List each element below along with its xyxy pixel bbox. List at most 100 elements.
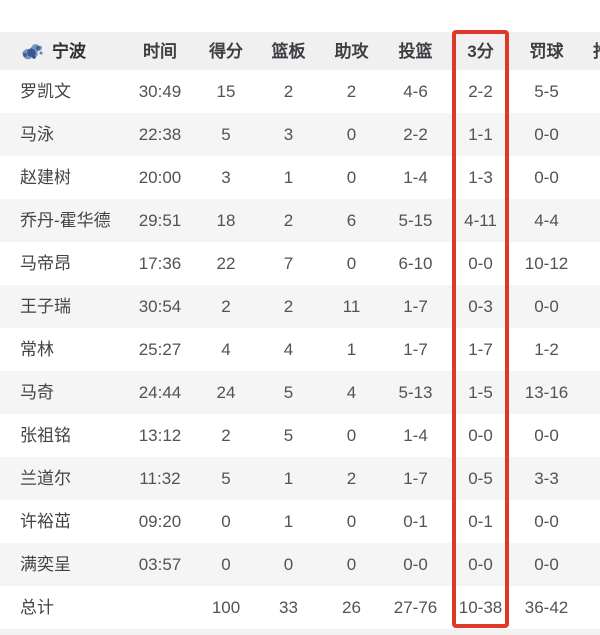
table-body: 罗凯文 30:49 15 2 2 4-6 2-2 5-5 马泳 22:38 5 … [0, 70, 600, 629]
time-cell: 11:32 [139, 469, 181, 488]
rebounds-cell: 1 [283, 512, 294, 531]
time-cell: 03:57 [138, 555, 182, 574]
three-pointers-cell: 1-1 [468, 125, 493, 144]
player-name-cell: 马泳 [0, 126, 125, 143]
table-row: 王子瑞 30:54 2 2 11 1-7 0-3 0-0 [0, 285, 600, 328]
table-row: 张祖铭 13:12 2 5 0 1-4 0-0 0-0 [0, 414, 600, 457]
col-header-time: 时间 [143, 41, 177, 61]
time-cell: 20:00 [138, 168, 182, 187]
points-cell: 5 [221, 469, 231, 488]
time-cell: 13:12 [138, 426, 182, 445]
table-row: 赵建树 20:00 3 1 0 1-4 1-3 0-0 [0, 156, 600, 199]
three-pointers-cell: 0-3 [468, 297, 493, 316]
player-name-cell: 马帝昂 [0, 255, 125, 272]
three-pointers-cell: 2-2 [468, 82, 493, 101]
free-throws-cell: 10-12 [524, 254, 569, 273]
free-throws-cell: 3-3 [534, 469, 559, 488]
points-cell: 15 [216, 82, 236, 101]
three-pointers-cell: 0-1 [468, 512, 493, 531]
rebounds-cell: 1 [283, 168, 294, 187]
time-cell: 09:20 [138, 512, 182, 531]
three-pointers-cell: 1-7 [468, 340, 493, 359]
field-goals-cell: 1-4 [403, 168, 428, 187]
points-cell: 22 [216, 254, 236, 273]
rebounds-cell: 0 [283, 555, 294, 574]
player-name-cell: 赵建树 [0, 169, 125, 186]
player-name-cell: 兰道尔 [0, 470, 125, 487]
col-header-steals: 抢断 [580, 43, 600, 60]
player-name-cell: 马奇 [0, 384, 125, 401]
time-cell: 25:27 [138, 340, 182, 359]
col-header-assists: 助攻 [334, 41, 369, 61]
table-row: 马泳 22:38 5 3 0 2-2 1-1 0-0 [0, 113, 600, 156]
player-name: 马帝昂 [20, 254, 71, 273]
rebounds-cell: 5 [283, 426, 294, 445]
field-goals-cell: 5-13 [398, 383, 433, 402]
assists-cell: 0 [346, 555, 357, 574]
points-cell: 4 [221, 340, 231, 359]
three-pointers-cell: 1-3 [468, 168, 493, 187]
table-row: 罗凯文 30:49 15 2 2 4-6 2-2 5-5 [0, 70, 600, 113]
player-name-cell: 总计 [0, 599, 125, 616]
three-pointers-cell: 0-0 [468, 426, 493, 445]
field-goals-cell: 1-7 [403, 297, 428, 316]
col-header-free-throws: 罚球 [529, 41, 564, 61]
player-name: 常林 [20, 340, 54, 359]
field-goals-cell: 0-0 [403, 555, 428, 574]
assists-cell: 6 [346, 211, 357, 230]
points-cell: 24 [216, 383, 236, 402]
col-header-rebounds: 篮板 [271, 41, 306, 61]
points-cell: 18 [216, 211, 236, 230]
table-row: 满奕呈 03:57 0 0 0 0-0 0-0 0-0 [0, 543, 600, 586]
player-name: 乔丹-霍华德 [20, 211, 111, 230]
free-throws-cell: 36-42 [524, 598, 569, 617]
points-cell: 5 [221, 125, 231, 144]
time-cell: 22:38 [138, 125, 182, 144]
assists-cell: 1 [346, 340, 357, 359]
player-name: 许裕茁 [20, 512, 71, 531]
assists-cell: 0 [346, 168, 357, 187]
col-header-three-pointers: 3分 [467, 41, 494, 61]
player-name-cell: 常林 [0, 341, 125, 358]
free-throws-cell: 0-0 [534, 125, 559, 144]
rebounds-cell: 2 [283, 297, 294, 316]
free-throws-cell: 0-0 [534, 512, 559, 531]
player-name-cell: 许裕茁 [0, 513, 125, 530]
table-row: 常林 25:27 4 4 1 1-7 1-7 1-2 [0, 328, 600, 371]
points-cell: 0 [221, 512, 231, 531]
free-throws-cell: 4-4 [534, 211, 559, 230]
three-pointers-cell: 10-38 [458, 598, 503, 617]
field-goals-cell: 1-4 [403, 426, 428, 445]
assists-cell: 4 [346, 383, 357, 402]
time-cell: 30:54 [138, 297, 182, 316]
table-row: 乔丹-霍华德 29:51 18 2 6 5-15 4-11 4-4 [0, 199, 600, 242]
points-cell: 100 [211, 598, 241, 617]
player-name: 兰道尔 [20, 469, 71, 488]
table-row: 兰道尔 11:32 5 1 2 1-7 0-5 3-3 [0, 457, 600, 500]
table-row: 总计 100 33 26 27-76 10-38 36-42 [0, 586, 600, 629]
player-name: 罗凯文 [20, 82, 71, 101]
table-row: 马帝昂 17:36 22 7 0 6-10 0-0 10-12 [0, 242, 600, 285]
free-throws-cell: 5-5 [534, 82, 559, 101]
field-goals-cell: 1-7 [403, 469, 428, 488]
points-cell: 3 [221, 168, 231, 187]
assists-cell: 0 [346, 125, 357, 144]
assists-cell: 0 [346, 426, 357, 445]
three-pointers-cell: 0-0 [468, 254, 493, 273]
free-throws-cell: 0-0 [534, 555, 559, 574]
table-header-row: 宁波 时间 得分 篮板 助攻 投篮 3分 罚球 抢断 [0, 32, 600, 70]
time-cell: 17:36 [138, 254, 182, 273]
player-name-cell: 乔丹-霍华德 [0, 212, 125, 229]
col-header-points: 得分 [209, 41, 243, 61]
assists-cell: 2 [346, 82, 357, 101]
col-header-field-goals: 投篮 [398, 41, 433, 61]
field-goals-cell: 4-6 [403, 82, 428, 101]
player-name-cell: 王子瑞 [0, 298, 125, 315]
time-cell: 24:44 [138, 383, 182, 402]
rebounds-cell: 7 [283, 254, 294, 273]
three-pointers-cell: 0-5 [468, 469, 493, 488]
assists-cell: 0 [346, 512, 357, 531]
rebounds-cell: 2 [283, 82, 294, 101]
time-cell: 29:51 [138, 211, 182, 230]
free-throws-cell: 13-16 [524, 383, 569, 402]
